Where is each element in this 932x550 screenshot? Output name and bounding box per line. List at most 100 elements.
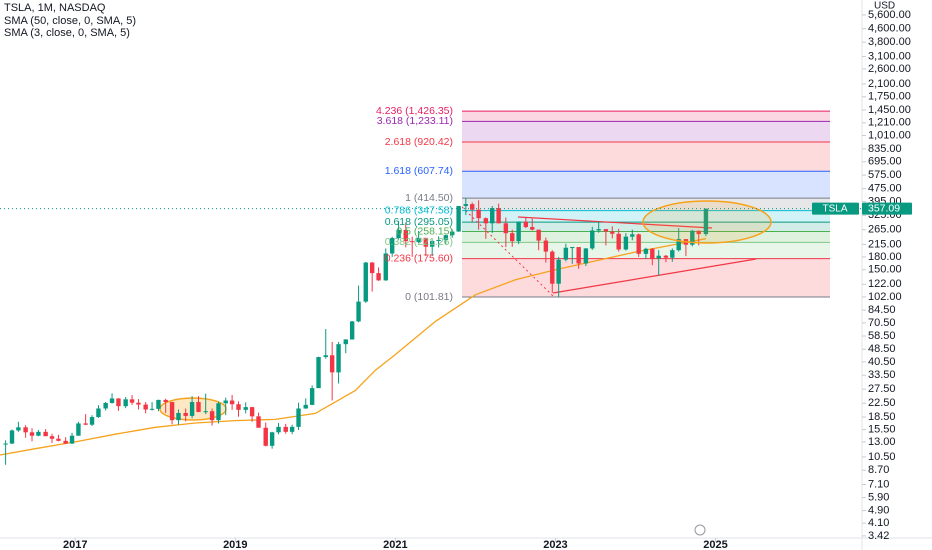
- candle-body: [143, 404, 148, 410]
- price-tag-label: 357.09: [868, 202, 900, 214]
- candle-body: [576, 247, 581, 264]
- candle-body: [389, 238, 395, 254]
- candle-body: [169, 402, 175, 421]
- candle-body: [123, 399, 128, 407]
- fib-zone: [462, 111, 830, 122]
- candle-body: [483, 218, 489, 224]
- candle-body: [76, 423, 81, 436]
- candle-body: [676, 239, 681, 251]
- y-tick-label: 1,750.00: [868, 91, 911, 103]
- candle-body: [610, 231, 615, 234]
- y-tick-label: 40.50: [868, 356, 896, 368]
- fib-label: 0 (101.81): [405, 291, 453, 303]
- fib-zone: [462, 198, 830, 211]
- candle-body: [103, 402, 108, 409]
- symbol-tag-label: TSLA: [822, 203, 847, 214]
- event-icon: [694, 524, 706, 536]
- y-tick-label: 1,450.00: [868, 104, 911, 116]
- fib-label: 3.618 (1,233.11): [377, 115, 453, 127]
- candle-body: [109, 398, 115, 403]
- candle-body: [363, 262, 368, 302]
- candle-body: [523, 221, 529, 228]
- candle-body: [236, 404, 241, 410]
- fib-zone: [462, 142, 830, 172]
- candle-body: [296, 408, 301, 427]
- y-tick-label: 122.00: [868, 278, 902, 290]
- candle-body: [630, 234, 635, 237]
- fib-label: 0.236 (175.60): [385, 252, 453, 264]
- y-tick-label: 3.42: [868, 530, 889, 542]
- candle-body: [216, 403, 221, 421]
- candle-body: [450, 231, 455, 236]
- candle-body: [496, 208, 501, 224]
- y-tick-label: 695.00: [868, 156, 902, 168]
- fib-retracement: [462, 110, 830, 298]
- candle-body: [443, 235, 449, 240]
- candle-body: [650, 248, 655, 259]
- fib-label: 4.236 (1,426.35): [376, 105, 453, 117]
- candle-body: [703, 208, 709, 235]
- indicator-label: SMA (3, close, 0, SMA, 5): [4, 27, 130, 39]
- x-tick-label: 2017: [63, 539, 87, 550]
- y-tick-label: 5,600.00: [868, 9, 911, 21]
- y-tick-label: 8.70: [868, 464, 889, 476]
- fib-label: 1.618 (607.74): [385, 165, 453, 177]
- candle-body: [23, 427, 28, 433]
- candle-body: [29, 432, 35, 436]
- candle-body: [203, 411, 208, 413]
- candle-body: [183, 413, 188, 416]
- candle-body: [316, 357, 321, 389]
- fib-zone: [462, 171, 830, 199]
- fib-label: 2.618 (920.42): [385, 136, 453, 148]
- candle-body: [56, 438, 61, 441]
- fib-label: 0.382 (221.26): [385, 236, 453, 248]
- candle-body: [490, 208, 495, 224]
- candle-body: [16, 427, 21, 431]
- y-tick-label: 48.50: [868, 343, 896, 355]
- candle-body: [243, 407, 248, 410]
- candle-body: [603, 229, 609, 232]
- candle-body: [96, 408, 101, 418]
- y-tick-label: 150.00: [868, 264, 902, 276]
- y-tick-label: 22.50: [868, 397, 896, 409]
- candle-body: [343, 339, 348, 345]
- candle-body: [583, 248, 589, 264]
- candle-body: [176, 413, 181, 421]
- fib-label: 0.786 (347.58): [385, 204, 453, 216]
- candle-body: [516, 221, 521, 242]
- chart-title: TSLA, 1M, NASDAQ: [4, 2, 106, 14]
- candle-body: [83, 423, 88, 425]
- candle-body: [3, 443, 8, 445]
- candle-body: [69, 435, 75, 444]
- candle-body: [209, 411, 215, 421]
- candle-body: [623, 236, 629, 250]
- currency-label: USD: [874, 1, 895, 12]
- x-tick-label: 2025: [703, 539, 727, 550]
- x-tick-label: 2019: [223, 539, 247, 550]
- fib-label: 1 (414.50): [405, 192, 453, 204]
- y-tick-label: 10.50: [868, 451, 896, 463]
- candle-body: [696, 230, 701, 235]
- price-tag: [862, 202, 912, 215]
- y-tick-label: 5.90: [868, 491, 889, 503]
- y-tick-label: 33.50: [868, 369, 896, 381]
- candle-body: [136, 402, 141, 405]
- candle-body: [196, 402, 201, 412]
- candle-body: [269, 432, 275, 446]
- y-tick-label: 1,010.00: [868, 129, 911, 141]
- y-tick-label: 13.00: [868, 436, 896, 448]
- trend-line: [461, 206, 554, 297]
- symbol-tag: [812, 202, 859, 215]
- candle-body: [383, 253, 388, 281]
- candle-body: [189, 402, 195, 416]
- y-tick-label: 84.50: [868, 304, 896, 316]
- sma-line: [0, 238, 707, 456]
- y-tick-label: 215.00: [868, 238, 902, 250]
- candle-body: [303, 404, 308, 409]
- y-tick-label: 180.00: [868, 251, 902, 263]
- candle-body: [670, 250, 675, 258]
- fib-zone: [462, 121, 830, 143]
- candle-body: [596, 229, 601, 231]
- candle-body: [309, 388, 315, 405]
